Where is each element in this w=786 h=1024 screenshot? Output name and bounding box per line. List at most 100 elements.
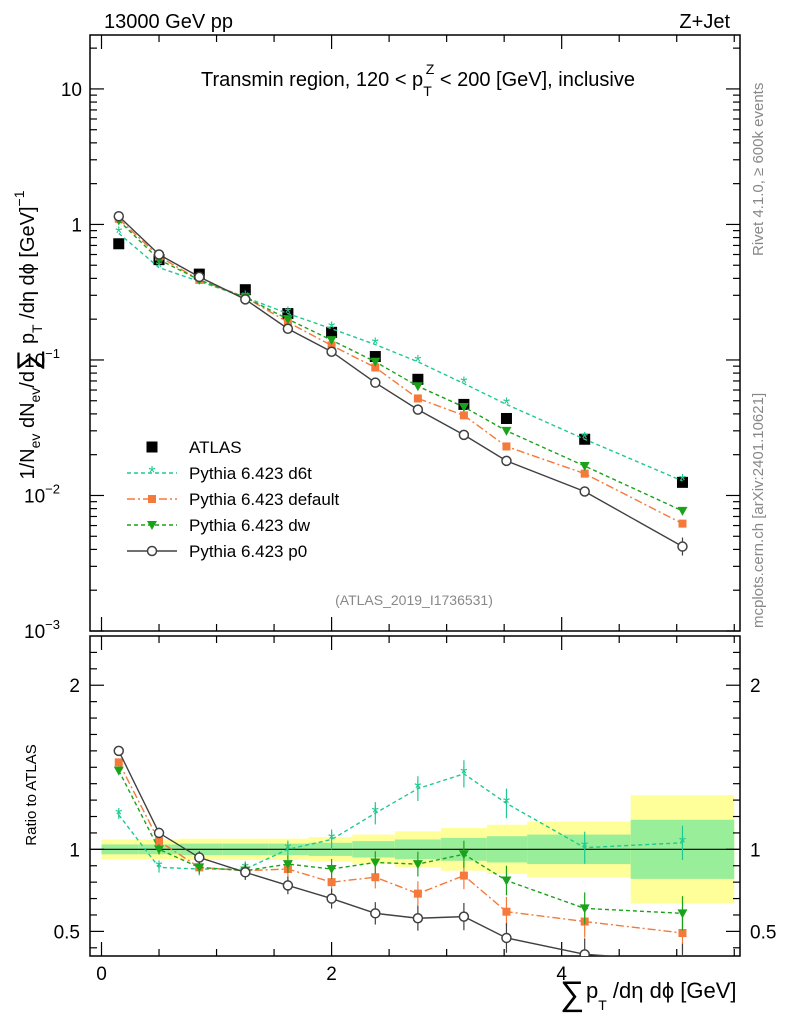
data-point-d6t: * [414,352,421,372]
legend-item-d6t: * Pythia 6.423 d6t [127,463,312,483]
ratio-point-default [678,929,687,938]
ratio-point-d6t: * [503,793,510,813]
legend-item-p0: Pythia 6.423 p0 [127,542,307,561]
data-point-dw [458,402,469,412]
rivet-version-label: Rivet 4.1.0, ≥ 600k events [750,83,767,256]
data-point-d6t: * [156,258,163,278]
data-point-dw [370,357,381,367]
data-point-default [459,411,468,420]
plot-title-pre: Transmin region, 120 < p [201,69,423,91]
ratio-point-p0 [282,880,294,891]
data-point-p0 [501,455,512,467]
plot-title: Transmin region, 120 < pTZ < 200 [GeV], … [201,61,635,99]
ratio-y-tick-label-right: 2 [750,676,761,697]
data-point-dw [326,336,337,346]
legend-marker-dw [147,521,157,530]
data-point-d6t: * [328,319,335,339]
ratio-point-d6t: * [372,803,379,823]
legend-label: ATLAS [189,438,242,457]
ratio-point-dw [370,858,381,868]
ratio-line-d6t [118,773,683,870]
data-point-d6t: * [372,335,379,355]
legend-item-default: Pythia 6.423 default [127,490,340,509]
process-label: Z+Jet [679,11,730,33]
x-tick-label: 0 [96,964,107,985]
ratio-point-d6t: * [679,833,686,853]
ratio-point-dw [412,860,423,870]
ratio-point-d6t: * [581,838,588,858]
ratio-point-p0 [153,827,165,839]
series-line-dw [118,219,683,512]
ratio-y-tick-label: 0.5 [54,922,80,943]
ratio-point-dw [154,845,165,855]
ratio-point-p0 [113,745,125,757]
legend-label: Pythia 6.423 dw [189,516,311,535]
plot-title-sup: Z [426,61,435,77]
ratio-point-dw [194,863,205,873]
data-point-p0 [579,486,590,497]
ratio-point-p0 [326,893,337,904]
series-line-p0 [118,215,683,548]
ratio-point-p0 [680,955,685,956]
data-point-ATLAS [239,284,251,296]
ratio-point-default [413,889,422,898]
data-point-ATLAS [113,238,125,250]
data-point-p0 [677,541,688,552]
main-y-tick-label: 10−3 [24,617,60,643]
ratio-point-default [114,758,123,767]
ratio-point-p0 [458,911,470,922]
data-point-dw [412,382,423,392]
data-point-p0 [194,271,205,283]
data-point-default [580,469,589,478]
ratio-point-dw [579,904,590,914]
ratio-point-default [155,837,164,846]
data-point-d6t: * [503,394,510,414]
data-point-ATLAS [676,476,688,488]
data-point-p0 [458,429,470,441]
series-p0 [113,210,688,556]
ratio-y-tick-label: 2 [69,676,80,697]
data-point-dw [501,426,512,436]
ratio-point-dw [282,860,293,870]
x-tick-label: 4 [556,964,567,985]
legend-label: Pythia 6.423 d6t [189,464,312,483]
energy-label: 13000 GeV pp [104,11,233,33]
ratio-y-tick-label-right: 1 [750,840,761,861]
ratio-line-default [118,762,683,934]
data-point-d6t: * [115,223,122,243]
ratio-point-dw [113,766,124,776]
data-point-default [678,519,687,528]
ratio-point-dw [326,865,337,875]
plot-title-sub: T [423,83,432,99]
main-plot-frame [89,34,741,632]
data-point-p0 [240,294,251,305]
legend-label: Pythia 6.423 p0 [189,542,307,561]
ratio-point-d6t: * [284,839,291,859]
main-y-tick-label: 10 [61,80,82,101]
ratio-line-p0 [118,750,620,956]
ratio-point-p0 [194,852,205,863]
data-point-default [413,394,422,403]
data-point-default [327,341,336,350]
series-line-default [118,218,683,525]
legend-marker-ATLAS [146,441,158,453]
legend-marker-d6t: * [148,463,155,483]
ratio-y-tick-label-right: 0.5 [750,922,776,943]
ratio-point-d6t: * [414,779,421,799]
ratio-y-tick-label: 1 [69,840,80,861]
legend-marker-default [148,495,156,503]
ratio-line-dw [118,770,683,915]
ratio-point-p0 [579,949,590,956]
legend-marker-p0 [146,545,158,557]
ratio-y-axis-label: Ratio to ATLAS [23,744,40,845]
legend-item-dw: Pythia 6.423 dw [127,516,311,535]
ratio-point-dw [677,909,688,919]
data-point-dw [677,506,688,516]
main-series-group: ************ [113,210,688,556]
mcplots-label: mcplots.cern.ch [arXiv:2401.10621] [750,393,767,628]
data-point-p0 [153,249,165,260]
ratio-plot-frame [89,635,741,957]
legend: ATLAS * Pythia 6.423 d6t Pythia 6.423 defau… [127,438,340,561]
